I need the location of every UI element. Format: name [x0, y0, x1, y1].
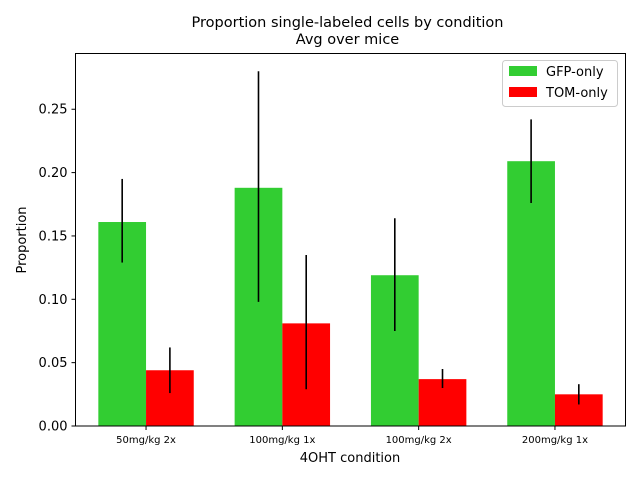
y-tick-label-2: 0.10 [39, 293, 68, 308]
bars-layer [98, 161, 603, 427]
y-tick-label-5: 0.25 [39, 103, 68, 118]
x-tick-label-1: 100mg/kg 1x [249, 435, 315, 446]
bar-gfp-only-3 [507, 161, 555, 427]
plot-frame [75, 53, 626, 427]
y-tick-label-1: 0.05 [39, 356, 68, 371]
y-tick-label-4: 0.20 [39, 166, 68, 181]
y-tick-label-0: 0.00 [39, 420, 68, 435]
legend-swatch-gfp-only [509, 66, 537, 76]
x-axis: 50mg/kg 2x 100mg/kg 1x 100mg/kg 2x 200mg/kg… [116, 426, 588, 446]
legend: GFP-only TOM-only [502, 60, 618, 107]
y-axis-label: Proportion [15, 206, 30, 273]
legend-label-gfp-only: GFP-only [546, 65, 604, 80]
x-tick-label-3: 200mg/kg 1x [522, 435, 588, 446]
y-axis: 0.00 0.05 0.10 0.15 0.20 0.25 [39, 103, 76, 435]
error-bars-layer [121, 71, 580, 405]
chart-title: Proportion single-labeled cells by condi… [192, 15, 504, 31]
legend-swatch-tom-only [509, 87, 537, 97]
chart-subtitle: Avg over mice [296, 32, 400, 48]
x-tick-label-0: 50mg/kg 2x [116, 435, 176, 446]
y-tick-label-3: 0.15 [39, 229, 68, 244]
x-axis-label: 4OHT condition [300, 451, 400, 466]
legend-label-tom-only: TOM-only [545, 86, 608, 101]
x-tick-label-2: 100mg/kg 2x [386, 435, 452, 446]
